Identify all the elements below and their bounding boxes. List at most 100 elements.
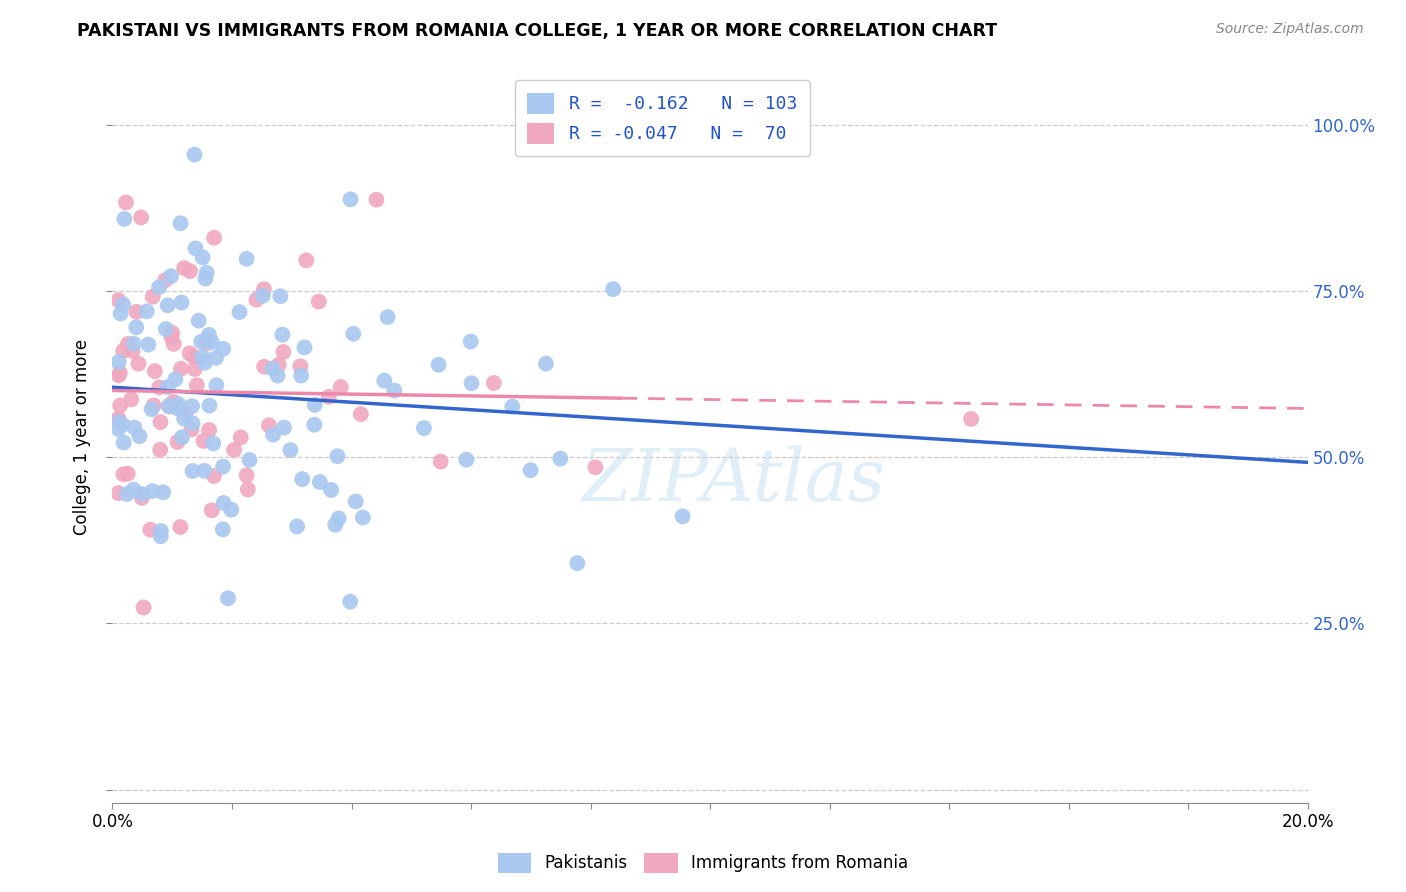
Point [184, 241, 207, 255]
Point [290, 359, 312, 374]
Point [190, 334, 212, 349]
Point [193, 464, 215, 478]
Point [295, 253, 318, 268]
Point [228, 305, 250, 319]
Point [127, 357, 149, 371]
Point [291, 472, 314, 486]
Point [195, 266, 218, 280]
Point [342, 326, 364, 341]
Point [149, 442, 172, 457]
Point [167, 397, 190, 411]
Point [107, 368, 129, 383]
Point [125, 305, 148, 319]
Point [110, 306, 132, 320]
Point [112, 435, 135, 450]
Point [304, 417, 326, 432]
Legend: R =  -0.162   N = 103, R = -0.047   N =  70: R = -0.162 N = 103, R = -0.047 N = 70 [515, 80, 810, 156]
Point [235, 468, 257, 483]
Point [170, 295, 193, 310]
Point [108, 399, 131, 413]
Point [169, 216, 191, 230]
Point [285, 519, 308, 533]
Point [160, 330, 183, 344]
Point [181, 399, 204, 413]
Point [198, 423, 221, 437]
Point [198, 399, 221, 413]
Point [194, 356, 217, 370]
Point [166, 401, 188, 416]
Point [217, 591, 239, 606]
Point [219, 502, 242, 516]
Point [271, 327, 294, 342]
Point [460, 334, 482, 349]
Point [108, 366, 131, 380]
Point [117, 467, 139, 481]
Point [328, 511, 350, 525]
Point [267, 358, 290, 372]
Point [344, 494, 367, 508]
Point [519, 463, 541, 477]
Point [262, 361, 284, 376]
Point [456, 452, 478, 467]
Point [229, 430, 252, 444]
Point [162, 395, 184, 409]
Point [187, 313, 209, 327]
Point [115, 195, 138, 210]
Point [131, 487, 153, 501]
Point [482, 376, 505, 390]
Point [308, 475, 330, 489]
Point [304, 398, 326, 412]
Point [107, 486, 129, 500]
Point [352, 510, 374, 524]
Point [460, 376, 482, 391]
Point [326, 449, 349, 463]
Point [583, 460, 606, 475]
Point [294, 340, 316, 354]
Point [173, 411, 195, 425]
Point [193, 434, 215, 448]
Point [179, 346, 201, 360]
Point [201, 334, 224, 349]
Point [152, 485, 174, 500]
Point [107, 422, 129, 436]
Point [290, 368, 312, 383]
Point [142, 290, 165, 304]
Point [373, 374, 395, 388]
Point [339, 595, 361, 609]
Point [149, 415, 172, 429]
Point [141, 402, 163, 417]
Point [262, 427, 284, 442]
Point [212, 342, 235, 356]
Point [602, 282, 624, 296]
Point [235, 252, 257, 266]
Point [148, 280, 170, 294]
Point [139, 523, 162, 537]
Point [169, 520, 191, 534]
Point [117, 337, 139, 351]
Point [112, 467, 135, 482]
Point [212, 459, 235, 474]
Point [273, 345, 295, 359]
Point [280, 443, 302, 458]
Point [120, 392, 142, 407]
Point [183, 147, 205, 161]
Point [239, 453, 262, 467]
Point [170, 430, 193, 444]
Point [323, 517, 346, 532]
Point [350, 407, 373, 421]
Point [671, 509, 693, 524]
Point [170, 361, 193, 376]
Point [128, 429, 150, 443]
Point [202, 231, 225, 245]
Point [253, 282, 276, 296]
Point [183, 350, 205, 364]
Point [429, 455, 451, 469]
Point [194, 271, 217, 285]
Point [318, 390, 340, 404]
Point [107, 415, 129, 429]
Point [122, 336, 145, 351]
Text: PAKISTANI VS IMMIGRANTS FROM ROMANIA COLLEGE, 1 YEAR OR MORE CORRELATION CHART: PAKISTANI VS IMMIGRANTS FROM ROMANIA COL… [77, 22, 997, 40]
Point [382, 384, 405, 398]
Point [115, 487, 138, 501]
Point [205, 351, 228, 365]
